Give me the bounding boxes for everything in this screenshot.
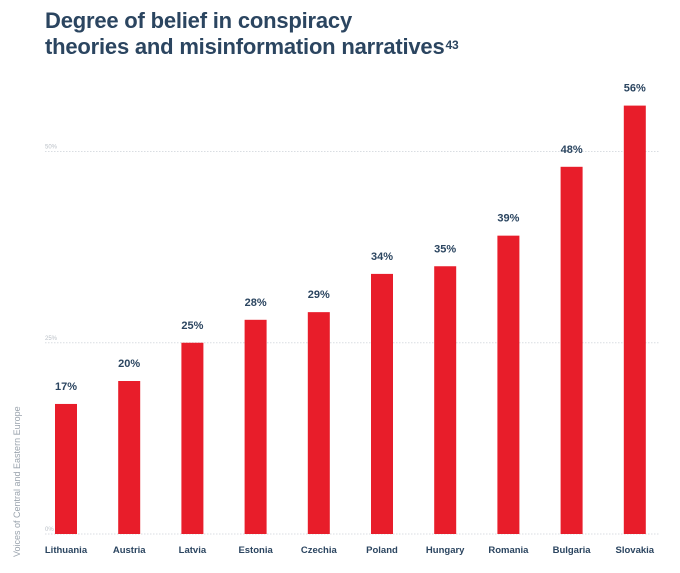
category-label: Latvia [179, 545, 207, 556]
value-label: 35% [434, 243, 456, 255]
category-label: Hungary [426, 545, 465, 556]
chart-title-line-2: theories and misinformation narratives43 [45, 34, 605, 60]
bar-lithuania [55, 403, 77, 534]
bar-slovakia [623, 105, 646, 534]
value-label: 29% [308, 289, 330, 301]
value-label: 25% [181, 320, 203, 332]
gridline-label: 50% [45, 145, 58, 151]
bar-czechia [307, 312, 330, 534]
value-label: 48% [561, 144, 583, 156]
bar-poland [371, 273, 393, 534]
value-label: 56% [624, 83, 646, 95]
gridlines: 0% 25% 50% [45, 145, 660, 535]
bar-austria [118, 381, 141, 534]
value-label: 34% [371, 251, 393, 263]
value-label: 39% [497, 213, 519, 225]
bar-hungary [434, 266, 457, 534]
bar-estonia [244, 319, 267, 534]
category-label: Romania [488, 545, 529, 556]
category-label: Estonia [238, 545, 273, 556]
bar-bulgaria [560, 166, 583, 535]
chart-title-line-1: Degree of belief in conspiracy [45, 8, 352, 33]
bar-romania [497, 235, 520, 534]
value-label: 28% [245, 297, 267, 309]
chart-title-line-2-text: theories and misinformation narratives [45, 34, 445, 59]
value-labels: 17% 20% 25% 28% 29% 34% 35% 39% 48% 56% [55, 83, 646, 393]
category-label: Lithuania [45, 545, 88, 556]
category-labels: Lithuania Austria Latvia Estonia Czechia Pola… [45, 545, 655, 556]
category-label: Bulgaria [553, 545, 592, 556]
gridline-label: 0% [45, 527, 54, 533]
value-label: 17% [55, 381, 77, 393]
category-label: Czechia [301, 545, 338, 556]
category-label: Slovakia [616, 545, 655, 556]
bars [55, 105, 646, 535]
gridline-label: 25% [45, 336, 58, 342]
category-label: Austria [113, 545, 146, 556]
chart-title: Degree of belief in conspiracy theories … [45, 8, 605, 60]
value-label: 20% [118, 358, 140, 370]
category-label: Poland [366, 545, 398, 556]
bar-latvia [181, 342, 204, 534]
footnote-marker: 43 [445, 38, 459, 52]
